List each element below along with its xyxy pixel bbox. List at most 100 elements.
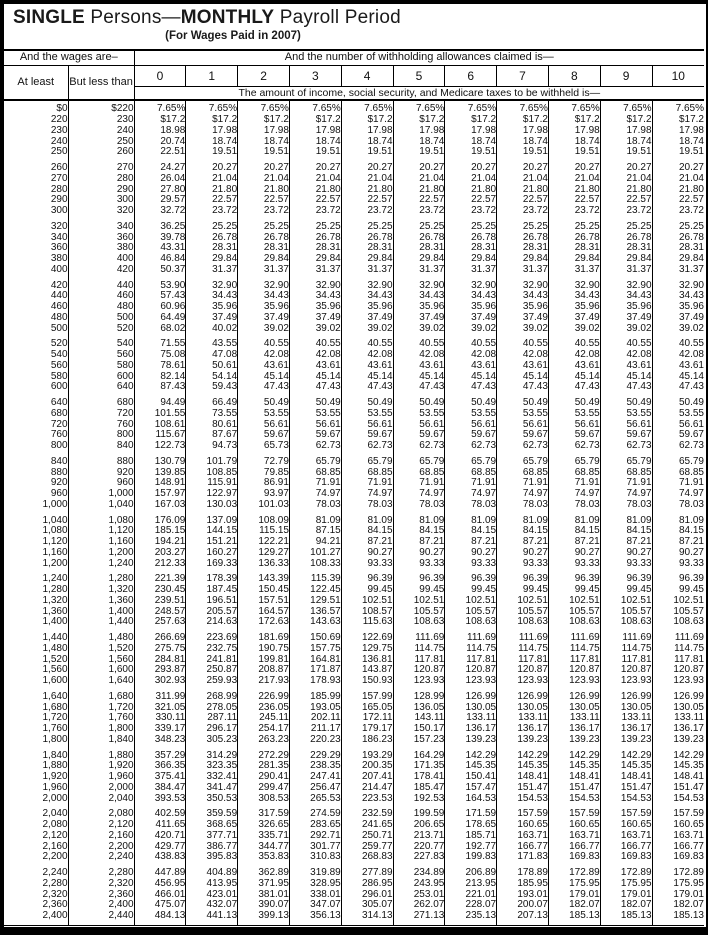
tax-value-cell: 160.27 <box>185 547 238 559</box>
spacer-cell <box>340 862 394 868</box>
tax-value-cell: 111.69 <box>496 632 549 644</box>
tax-value-cell: 122.21 <box>237 536 290 548</box>
spacer-cell <box>444 745 497 751</box>
table-row: 600 640 87.43 59.43 47.43 47.43 47.43 47.43 47.4… <box>4 382 704 393</box>
tax-value-cell: 102.51 <box>444 595 497 607</box>
tax-value-cell: 99.45 <box>444 584 497 596</box>
tax-value-cell: 175.95 <box>547 878 601 890</box>
tax-value-cell: 68.85 <box>444 467 497 478</box>
tax-value-cell: 78.03 <box>599 499 653 511</box>
document-page: SINGLE Persons—MONTHLY Payroll Period (F… <box>4 4 706 927</box>
tax-value-cell: 90.27 <box>651 547 704 559</box>
tax-value-cell: 17.98 <box>237 125 290 137</box>
spacer-cell <box>599 451 653 457</box>
wage-but-less-cell: 1,080 <box>67 515 135 526</box>
wage-but-less-cell: 2,320 <box>67 878 135 890</box>
spacer-cell <box>392 745 445 751</box>
tax-value-cell: 308.53 <box>237 793 290 804</box>
table-row: 290 300 29.57 22.57 22.57 22.57 22.57 22.57 22.5… <box>4 195 704 206</box>
tax-value-cell: 43.61 <box>444 360 497 372</box>
tax-value-cell: 212.33 <box>133 558 186 569</box>
tax-value-cell: 87.21 <box>496 536 549 548</box>
spacer-cell <box>340 334 394 339</box>
tax-value-cell: 90.27 <box>496 547 549 559</box>
spacer-cell <box>392 686 445 692</box>
tax-value-cell: 78.03 <box>651 499 704 511</box>
spacer-cell <box>599 745 653 751</box>
tax-value-cell: 47.43 <box>288 382 342 393</box>
tax-value-cell: 235.13 <box>444 910 497 922</box>
wage-but-less-cell: 1,320 <box>67 584 135 596</box>
tax-value-cell: 348.23 <box>133 734 186 746</box>
wage-at-least-cell: 1,360 <box>42 606 68 617</box>
tax-value-cell: 136.57 <box>288 606 342 617</box>
tax-value-cell: 136.81 <box>340 654 394 665</box>
wage-at-least-cell: 560 <box>50 360 68 371</box>
spacer-cell <box>288 100 342 104</box>
tax-value-cell: 93.33 <box>547 558 601 569</box>
table-row: 2,280 2,320 456.95 413.95 371.95 328.95 286.95… <box>4 878 704 890</box>
spacer-cell <box>599 862 653 868</box>
tax-value-cell: 32.90 <box>288 280 342 291</box>
tax-value-cell: 344.77 <box>237 841 290 852</box>
tax-value-cell: 28.31 <box>340 243 394 254</box>
tax-value-cell: 108.09 <box>237 515 290 526</box>
spacer-cell <box>340 216 394 222</box>
tax-value-cell: 65.79 <box>496 456 549 468</box>
tax-value-cell: 90.27 <box>392 547 445 559</box>
tax-value-cell: 32.90 <box>547 280 601 291</box>
tax-value-cell: 185.47 <box>392 782 445 794</box>
tax-value-cell: 53.55 <box>340 408 394 420</box>
tax-value-cell: 185.13 <box>651 910 704 922</box>
tax-value-cell: 265.53 <box>288 793 342 804</box>
spacer-cell <box>185 627 238 633</box>
tax-value-cell: 115.67 <box>133 430 186 441</box>
tax-value-cell: 20.27 <box>444 162 497 174</box>
tax-value-cell: 34.43 <box>651 291 704 302</box>
tax-value-cell: $17.2 <box>392 114 445 126</box>
wage-at-least-cell: 400 <box>50 264 68 275</box>
table-row: 500 520 68.02 40.02 39.02 39.02 39.02 39.02 39.0… <box>4 323 704 334</box>
tax-value-cell: 23.72 <box>444 205 497 217</box>
tax-value-cell: 18.74 <box>496 136 549 147</box>
tax-value-cell: 59.67 <box>237 430 290 441</box>
tax-value-cell: 93.33 <box>496 558 549 569</box>
allowance-column-header: 6 <box>444 65 497 87</box>
wage-at-least-cell: 460 <box>50 301 68 313</box>
tax-value-cell: 126.99 <box>651 691 704 703</box>
tax-value-cell: 31.37 <box>496 264 549 276</box>
spacer-cell <box>340 686 394 692</box>
wage-but-less-cell: 340 <box>67 221 135 233</box>
tax-value-cell: 45.14 <box>444 371 497 382</box>
tax-value-cell: 102.51 <box>599 595 653 607</box>
spacer-cell <box>133 510 186 516</box>
tax-value-cell: 357.29 <box>133 750 186 761</box>
tax-value-cell: 137.09 <box>185 515 238 526</box>
tax-value-cell: 74.97 <box>444 488 497 500</box>
tax-value-cell: 208.87 <box>237 665 290 676</box>
wage-at-least-cell: 290 <box>50 195 68 206</box>
group-spacer-row <box>4 157 704 163</box>
spacer-cell <box>496 451 549 457</box>
tax-value-cell: 29.84 <box>392 253 445 265</box>
spacer-cell <box>237 569 290 574</box>
wage-but-less-cell: 2,160 <box>67 830 135 842</box>
wage-at-least-cell: 270 <box>50 173 68 184</box>
spacer-cell <box>133 921 186 926</box>
spacer-cell <box>67 100 135 104</box>
wage-at-least-cell: 1,720 <box>42 713 68 724</box>
wage-but-less-cell: 2,360 <box>67 889 135 900</box>
tax-value-cell: 7.65% <box>547 104 601 115</box>
tax-value-cell: 115.63 <box>340 617 394 628</box>
tax-value-cell: 94.21 <box>288 536 342 548</box>
table-row: 2,200 2,240 438.83 395.83 353.83 310.83 268.83… <box>4 852 704 863</box>
tax-value-cell: 272.29 <box>237 750 290 761</box>
wage-at-least-cell: 240 <box>50 136 68 147</box>
tax-value-cell: 29.57 <box>133 195 186 206</box>
wage-at-least-cell: 2,160 <box>42 841 68 852</box>
tax-value-cell: 25.25 <box>651 221 704 233</box>
tax-value-cell: 99.45 <box>547 584 601 596</box>
tax-value-cell: 43.61 <box>496 360 549 372</box>
table-row: 1,880 1,920 366.35 323.35 281.35 238.35 200.35… <box>4 761 704 772</box>
